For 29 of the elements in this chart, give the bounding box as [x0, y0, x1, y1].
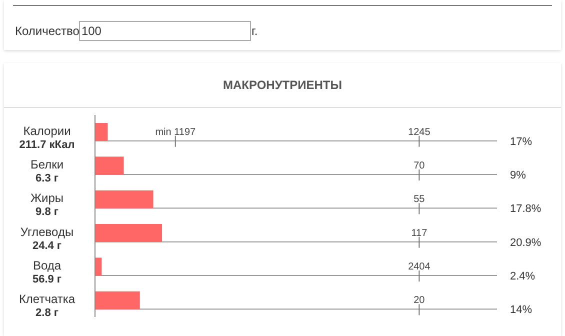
text: 20.9%: [510, 236, 542, 249]
text-field: 100: [79, 21, 252, 41]
annotation: min 1197: [155, 126, 196, 138]
bar: [95, 258, 102, 276]
y-tick-label: Калории 211.7 кКал: [19, 124, 75, 151]
text: г.: [251, 24, 258, 38]
y-tick-label: Вода 56.9 г: [32, 258, 62, 286]
y-tick-label: Клетчатка 2.8 г: [18, 292, 76, 320]
text: 70: [414, 160, 426, 172]
bar: [95, 123, 108, 141]
text: 9%: [510, 170, 526, 182]
text: 17.8%: [510, 203, 542, 216]
y-tick-label: Углеводы 24.4 г: [20, 224, 74, 252]
bar: [95, 224, 162, 242]
bar: [95, 190, 154, 208]
text: 2404: [408, 262, 431, 272]
text: 2.4%: [510, 270, 536, 282]
text: 14%: [510, 304, 532, 316]
bar: [95, 156, 124, 175]
text: 117: [411, 228, 428, 239]
y-tick-label: Жиры 9.8 г: [30, 191, 64, 218]
bar: [95, 291, 140, 310]
text: 55: [414, 194, 426, 206]
text: МАКРОНУТРИЕНТЫ: [4, 63, 561, 108]
y-tick-label: Белки 6.3 г: [30, 158, 64, 184]
text: 20: [414, 295, 426, 306]
text: 1245: [408, 126, 431, 138]
text: 17%: [510, 136, 532, 148]
text: Количество: [15, 24, 80, 38]
